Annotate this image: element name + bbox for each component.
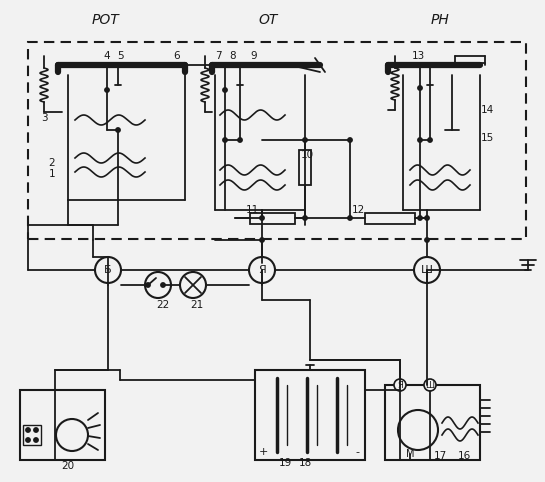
Text: 10: 10 [300,150,313,160]
Circle shape [260,216,264,220]
Text: 14: 14 [480,105,494,115]
Text: 4: 4 [104,51,110,61]
Text: М: М [405,449,414,459]
Text: Я: Я [397,380,403,389]
Circle shape [105,88,109,92]
Text: 2: 2 [49,158,55,168]
Text: -: - [355,447,359,457]
Bar [299,150,311,185]
Text: Б: Б [104,265,112,275]
Text: 16: 16 [457,451,471,461]
Circle shape [418,86,422,90]
Text: РОТ: РОТ [91,13,119,27]
Circle shape [95,257,121,283]
Bar [28,42,526,239]
Circle shape [414,257,440,283]
Circle shape [418,216,422,220]
Text: 19: 19 [278,458,292,468]
Text: Ш: Ш [421,265,433,275]
Circle shape [398,410,438,450]
Text: 8: 8 [229,51,237,61]
Text: +: + [258,447,268,457]
Circle shape [249,257,275,283]
Circle shape [34,438,38,442]
Text: РН: РН [431,13,450,27]
Text: 20: 20 [62,461,75,471]
Circle shape [303,216,307,220]
Text: 9: 9 [251,51,257,61]
Text: 13: 13 [411,51,425,61]
Text: 5: 5 [117,51,123,61]
Text: 7: 7 [215,51,221,61]
Text: ОТ: ОТ [258,13,278,27]
Circle shape [56,419,88,451]
Bar [23,425,41,445]
Circle shape [418,138,422,142]
Circle shape [428,138,432,142]
Text: Ш: Ш [426,380,434,389]
Circle shape [180,272,206,298]
Circle shape [145,272,171,298]
Text: 17: 17 [433,451,446,461]
Circle shape [425,238,429,242]
Bar [20,390,105,460]
Text: 21: 21 [190,300,204,310]
Circle shape [34,428,38,432]
Circle shape [425,216,429,220]
Bar [365,213,415,224]
Circle shape [223,88,227,92]
Circle shape [116,128,120,132]
Bar [255,370,365,460]
Bar [385,385,480,460]
Circle shape [260,238,264,242]
Text: 1: 1 [49,169,55,179]
Bar [250,213,295,224]
Text: 11: 11 [245,205,259,215]
Circle shape [348,138,352,142]
Circle shape [303,138,307,142]
Text: 15: 15 [480,133,494,143]
Text: Я: Я [258,265,266,275]
Text: 3: 3 [41,113,47,123]
Circle shape [238,138,242,142]
Circle shape [223,138,227,142]
Circle shape [26,428,30,432]
Text: 6: 6 [174,51,180,61]
Text: 18: 18 [298,458,312,468]
Text: 22: 22 [156,300,169,310]
Circle shape [348,216,352,220]
Text: 12: 12 [352,205,365,215]
Circle shape [26,438,30,442]
Circle shape [394,379,406,391]
Circle shape [146,283,150,287]
Circle shape [161,283,165,287]
Circle shape [424,379,436,391]
